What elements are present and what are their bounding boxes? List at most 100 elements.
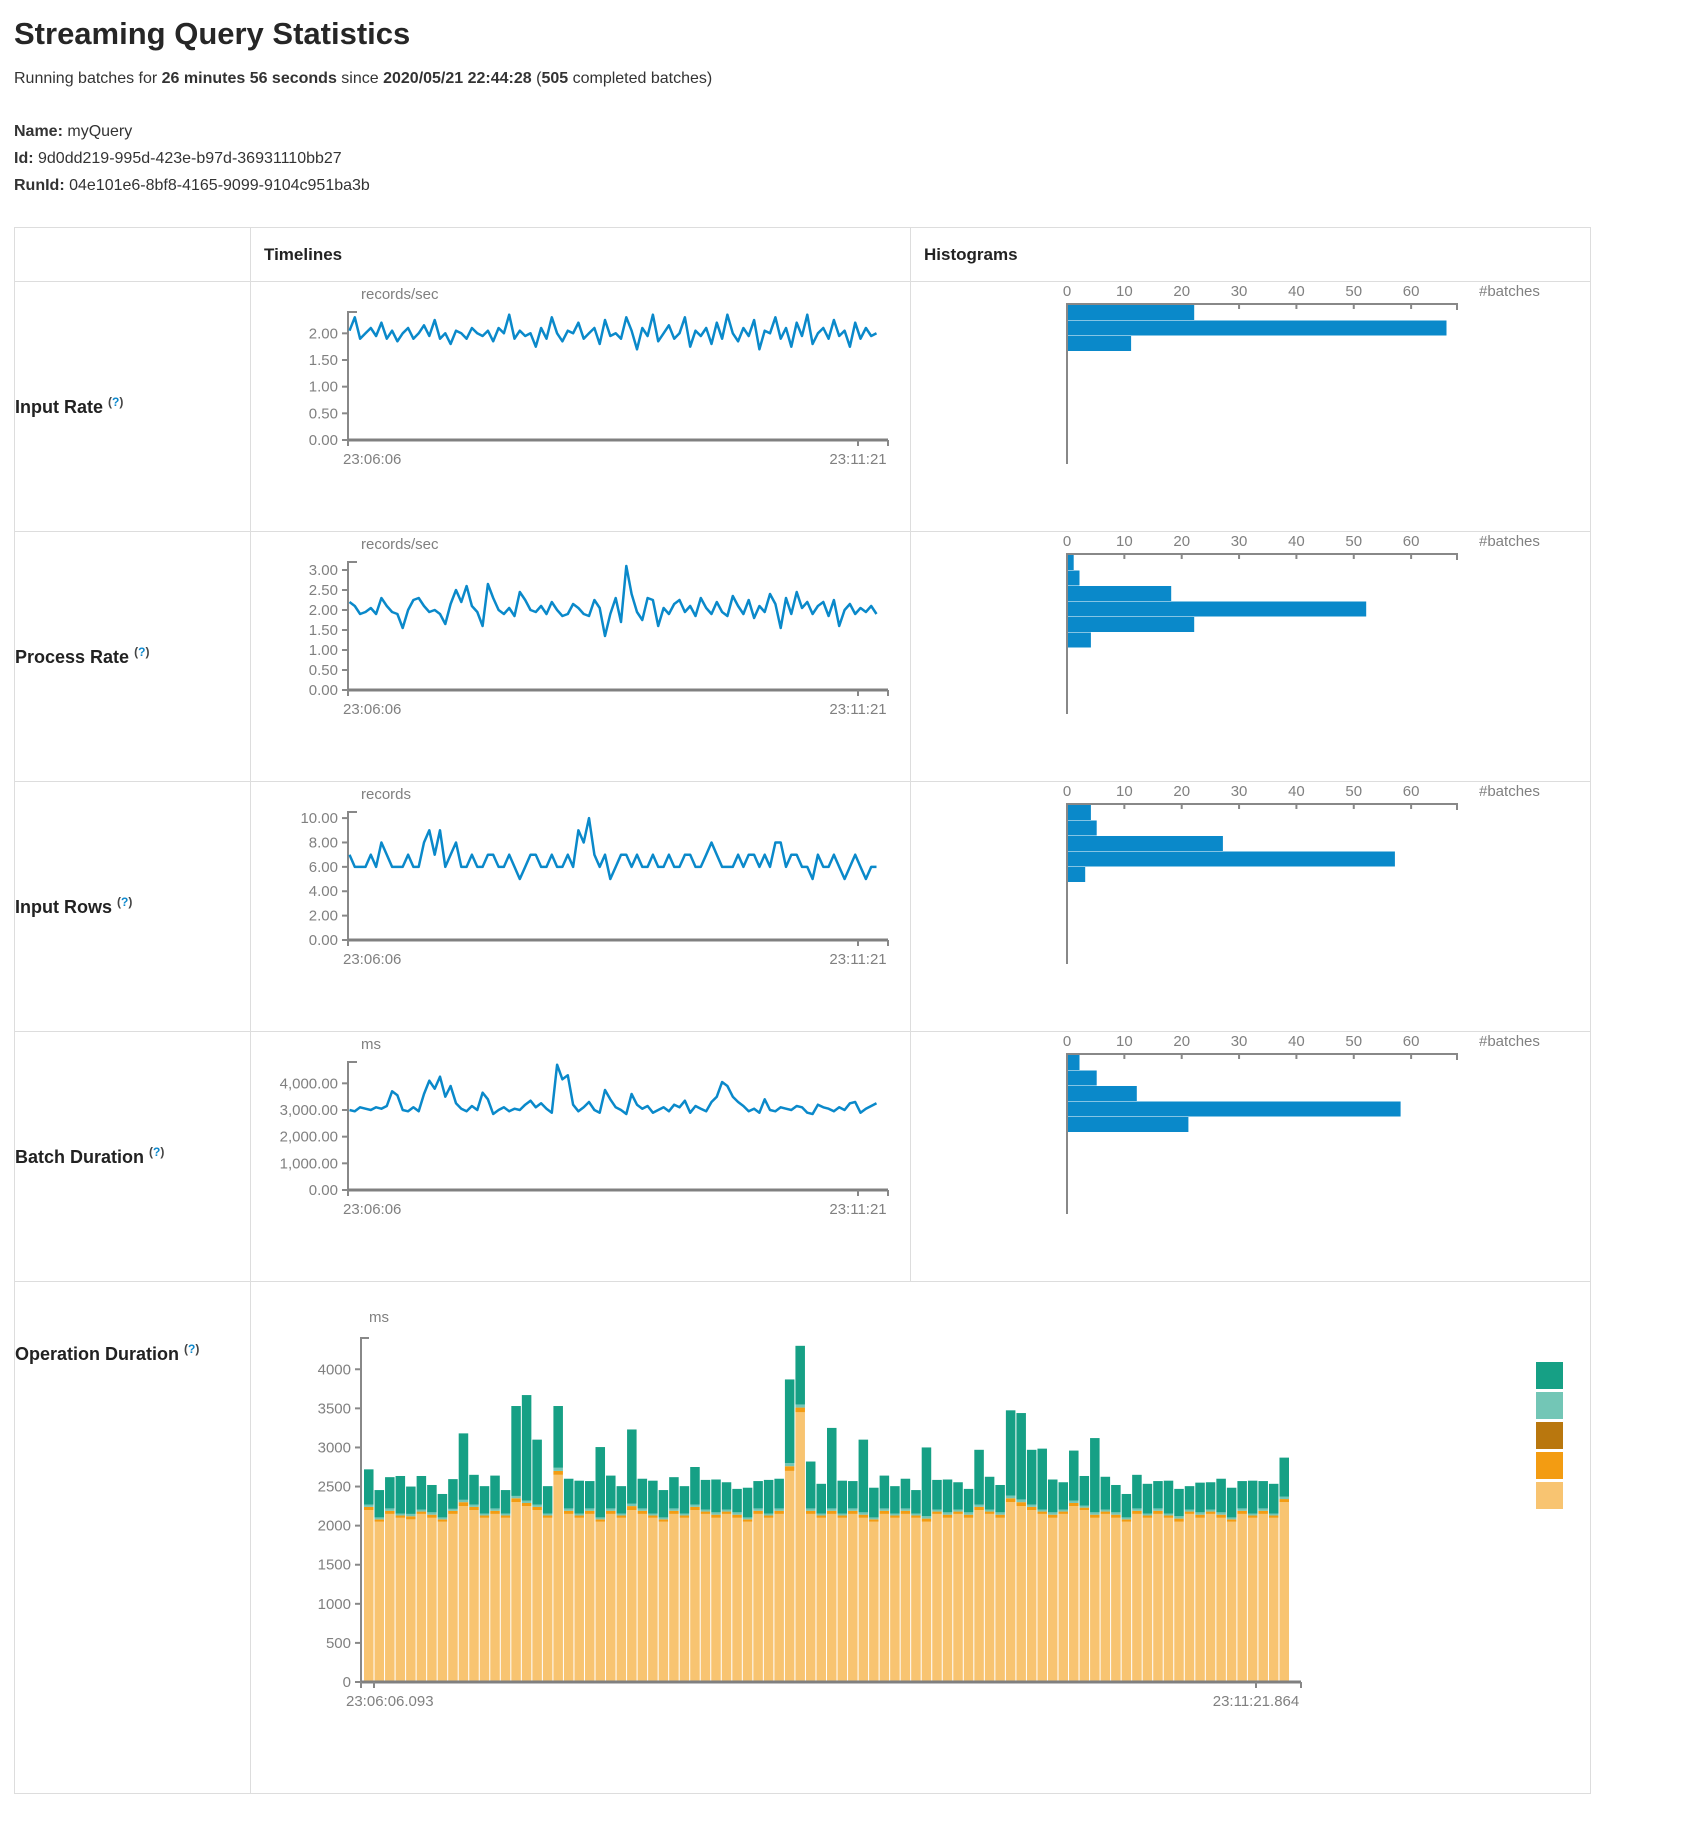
svg-text:#batches: #batches	[1479, 1033, 1540, 1050]
svg-text:4,000.00: 4,000.00	[280, 1075, 338, 1092]
operation-duration-label: Operation Duration	[15, 1344, 180, 1364]
process-rate-label: Process Rate	[15, 647, 130, 667]
svg-text:23:11:21: 23:11:21	[829, 1201, 886, 1218]
help-paren-close: )	[128, 895, 133, 909]
process-rate-histogram-chart: 0 10 20 30 40 50 60 #batches	[1063, 533, 1540, 714]
svg-text:60: 60	[1403, 283, 1420, 300]
batch-duration-label: Batch Duration	[15, 1147, 145, 1167]
svg-text:6.00: 6.00	[309, 859, 338, 876]
svg-text:8.00: 8.00	[309, 834, 338, 851]
name-label: Name:	[14, 123, 63, 140]
help-paren-close: )	[119, 395, 124, 409]
svg-text:60: 60	[1403, 533, 1420, 550]
batch-duration-help[interactable]: (?)	[149, 1145, 164, 1159]
help-paren-open: (	[117, 895, 122, 909]
question-icon[interactable]: ?	[138, 645, 146, 659]
label-column-header	[14, 227, 251, 282]
histograms-header: Histograms	[910, 227, 1591, 282]
operation-duration-help[interactable]: (?)	[184, 1342, 199, 1356]
svg-text:2.00: 2.00	[309, 908, 338, 925]
svg-text:23:06:06: 23:06:06	[343, 451, 401, 468]
running-summary: Running batches for 26 minutes 56 second…	[14, 68, 1679, 90]
svg-text:10.00: 10.00	[300, 810, 338, 827]
svg-text:2500: 2500	[318, 1479, 351, 1496]
question-icon[interactable]: ?	[121, 895, 129, 909]
svg-text:1.00: 1.00	[309, 642, 338, 659]
help-paren-close: )	[145, 645, 150, 659]
batch-duration-row: Batch Duration (?) ms 0.00 1,000.00 2,000.0…	[14, 1031, 1591, 1282]
svg-text:records/sec: records/sec	[361, 286, 439, 303]
input-rows-label-cell: Input Rows (?)	[14, 781, 251, 1032]
process-rate-row: Process Rate (?) records/sec 0.00 0.50 1.00…	[14, 531, 1591, 782]
query-name: myQuery	[67, 123, 133, 140]
svg-text:0: 0	[1063, 1033, 1071, 1050]
svg-text:2,000.00: 2,000.00	[280, 1129, 338, 1146]
svg-text:23:11:21.864: 23:11:21.864	[1213, 1693, 1299, 1710]
question-icon[interactable]: ?	[188, 1342, 196, 1356]
svg-text:30: 30	[1231, 783, 1248, 800]
input-rate-timeline-cell: records/sec 0.00 0.50 1.00 1.50 2.00 23:06:06 2…	[250, 281, 911, 532]
input-rate-label: Input Rate	[15, 397, 103, 417]
input-rows-timeline-cell: records 0.00 2.00 4.00 6.00 8.00 10.00 23:06:06…	[250, 781, 911, 1032]
svg-text:3.00: 3.00	[309, 562, 338, 579]
svg-text:records: records	[361, 786, 411, 803]
legend-swatch-orange	[1536, 1452, 1563, 1479]
svg-text:1000: 1000	[318, 1596, 351, 1613]
svg-text:0: 0	[1063, 283, 1071, 300]
operation-duration-label-cell: Operation Duration (?)	[14, 1281, 251, 1794]
question-icon[interactable]: ?	[153, 1145, 161, 1159]
svg-text:500: 500	[326, 1635, 351, 1652]
svg-text:60: 60	[1403, 783, 1420, 800]
svg-text:10: 10	[1116, 783, 1133, 800]
svg-text:0.00: 0.00	[309, 682, 338, 699]
input-rows-histogram-cell: 0 10 20 30 40 50 60 #batches	[910, 781, 1591, 1032]
query-runid-line: RunId: 04e101e6-8bf8-4165-9099-9104c951b…	[14, 172, 1679, 199]
batch-duration-timeline-cell: ms 0.00 1,000.00 2,000.00 3,000.00 4,000.00 23…	[250, 1031, 911, 1282]
legend-swatch-light-teal	[1536, 1392, 1563, 1419]
svg-text:23:11:21: 23:11:21	[829, 951, 886, 968]
question-icon[interactable]: ?	[112, 395, 120, 409]
query-meta: Name: myQuery Id: 9d0dd219-995d-423e-b97…	[14, 118, 1679, 199]
process-rate-help[interactable]: (?)	[134, 645, 149, 659]
svg-text:0.00: 0.00	[309, 432, 338, 449]
streaming-query-statistics-page: Streaming Query Statistics Running batch…	[14, 14, 1679, 1794]
help-paren-close: )	[160, 1145, 165, 1159]
process-rate-label-cell: Process Rate (?)	[14, 531, 251, 782]
input-rate-help[interactable]: (?)	[108, 395, 123, 409]
help-paren-open: (	[149, 1145, 154, 1159]
input-rate-histogram-cell: 0 10 20 30 40 50 60 #batches	[910, 281, 1591, 532]
svg-text:23:06:06: 23:06:06	[343, 1201, 401, 1218]
input-rows-help[interactable]: (?)	[117, 895, 132, 909]
svg-text:40: 40	[1288, 1033, 1305, 1050]
query-id-line: Id: 9d0dd219-995d-423e-b97d-36931110bb27	[14, 145, 1679, 172]
svg-text:10: 10	[1116, 1033, 1133, 1050]
svg-text:60: 60	[1403, 1033, 1420, 1050]
svg-text:30: 30	[1231, 283, 1248, 300]
input-rows-histogram-chart: 0 10 20 30 40 50 60 #batches	[1063, 783, 1540, 964]
svg-text:40: 40	[1288, 783, 1305, 800]
svg-text:20: 20	[1173, 1033, 1190, 1050]
process-rate-timeline-cell: records/sec 0.00 0.50 1.00 1.50 2.00 2.50 3.00 2…	[250, 531, 911, 782]
table-header-row: Timelines Histograms	[14, 227, 1591, 282]
svg-text:1.50: 1.50	[309, 622, 338, 639]
svg-text:50: 50	[1345, 1033, 1362, 1050]
operation-duration-chart-cell: ms 0 500 1000 1500 2000 2500 3000 3500 4000 23:06:…	[250, 1281, 1591, 1794]
svg-text:0.00: 0.00	[309, 1182, 338, 1199]
svg-text:1.00: 1.00	[309, 379, 338, 396]
process-rate-histogram-cell: 0 10 20 30 40 50 60 #batches	[910, 531, 1591, 782]
svg-text:#batches: #batches	[1479, 283, 1540, 300]
input-rate-timeline-chart: records/sec 0.00 0.50 1.00 1.50 2.00 23:06:06 2…	[309, 286, 889, 468]
svg-text:23:06:06: 23:06:06	[343, 951, 401, 968]
svg-text:3,000.00: 3,000.00	[280, 1102, 338, 1119]
completed-batches-count: 505	[541, 70, 569, 87]
legend-swatch-light-orange	[1536, 1482, 1563, 1509]
help-paren-open: (	[184, 1342, 189, 1356]
query-id: 9d0dd219-995d-423e-b97d-36931110bb27	[38, 150, 342, 167]
help-paren-close: )	[195, 1342, 200, 1356]
help-paren-open: (	[108, 395, 113, 409]
svg-text:ms: ms	[361, 1036, 381, 1053]
svg-text:23:06:06: 23:06:06	[343, 701, 401, 718]
summary-text-2: since	[336, 70, 384, 87]
running-duration: 26 minutes 56 seconds	[161, 70, 337, 87]
svg-text:1.50: 1.50	[309, 352, 338, 369]
